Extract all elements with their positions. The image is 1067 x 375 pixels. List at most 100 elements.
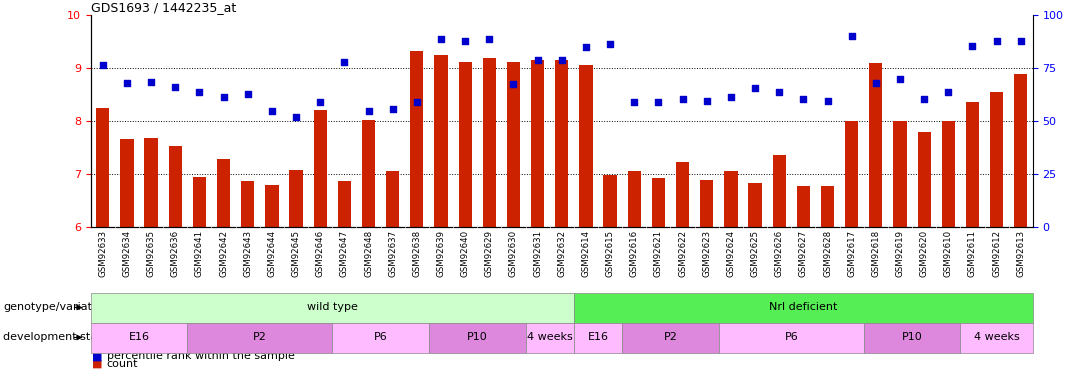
Bar: [482, 58, 496, 227]
Text: P10: P10: [902, 333, 923, 342]
Text: GSM92620: GSM92620: [920, 230, 928, 277]
Bar: [675, 162, 689, 227]
Point: [384, 106, 401, 112]
Point: [481, 36, 498, 42]
Point: [553, 57, 570, 63]
Text: GSM92637: GSM92637: [388, 230, 397, 277]
Bar: [918, 132, 930, 227]
Text: GSM92621: GSM92621: [654, 230, 663, 277]
Point: [191, 89, 208, 95]
Point: [698, 98, 715, 104]
Text: GSM92617: GSM92617: [847, 230, 856, 277]
Bar: [96, 108, 110, 227]
Bar: [217, 159, 230, 227]
Point: [722, 94, 739, 100]
Bar: [845, 121, 858, 227]
Text: GSM92625: GSM92625: [750, 230, 760, 277]
Text: GSM92618: GSM92618: [872, 230, 880, 277]
Point: [988, 39, 1005, 45]
Text: GSM92644: GSM92644: [268, 230, 276, 277]
Bar: [773, 155, 785, 227]
Text: GSM92612: GSM92612: [992, 230, 1001, 277]
Text: P6: P6: [784, 333, 798, 342]
Text: GSM92623: GSM92623: [702, 230, 712, 277]
Text: GSM92643: GSM92643: [243, 230, 252, 277]
Bar: [700, 180, 714, 227]
Text: GSM92640: GSM92640: [461, 230, 469, 277]
Point: [529, 57, 546, 63]
Text: GSM92647: GSM92647: [340, 230, 349, 277]
Point: [409, 99, 426, 105]
Bar: [893, 121, 907, 227]
Text: percentile rank within the sample: percentile rank within the sample: [107, 351, 294, 361]
Point: [674, 96, 691, 102]
Bar: [362, 120, 376, 227]
Point: [819, 98, 837, 104]
Point: [312, 99, 329, 105]
Text: Nrl deficient: Nrl deficient: [769, 303, 838, 312]
Bar: [241, 181, 254, 227]
Text: E16: E16: [128, 333, 149, 342]
Text: GSM92631: GSM92631: [534, 230, 542, 277]
Bar: [266, 184, 278, 227]
Bar: [410, 51, 424, 227]
Point: [94, 62, 111, 68]
Bar: [748, 183, 762, 227]
Text: GSM92632: GSM92632: [557, 230, 567, 277]
Text: GSM92611: GSM92611: [968, 230, 977, 277]
Bar: [314, 110, 327, 227]
Point: [625, 99, 642, 105]
Point: [264, 108, 281, 114]
Bar: [531, 60, 544, 227]
Point: [360, 108, 377, 114]
Text: GSM92628: GSM92628: [823, 230, 832, 277]
Bar: [1014, 74, 1028, 227]
Text: ■: ■: [92, 351, 102, 361]
Bar: [652, 178, 665, 227]
Point: [1013, 39, 1030, 45]
Text: GSM92633: GSM92633: [98, 230, 108, 277]
Text: P6: P6: [373, 333, 387, 342]
Bar: [338, 181, 351, 227]
Bar: [797, 186, 810, 227]
Text: GSM92627: GSM92627: [799, 230, 808, 277]
Text: GSM92634: GSM92634: [123, 230, 131, 277]
Point: [505, 81, 522, 87]
Bar: [169, 146, 181, 227]
Bar: [459, 62, 472, 227]
Point: [650, 99, 667, 105]
Point: [602, 41, 619, 47]
Text: GSM92636: GSM92636: [171, 230, 179, 277]
Bar: [627, 171, 641, 227]
Bar: [990, 92, 1003, 227]
Bar: [121, 140, 133, 227]
Point: [577, 44, 594, 50]
Bar: [434, 55, 448, 227]
Bar: [821, 186, 834, 227]
Text: GSM92624: GSM92624: [727, 230, 735, 277]
Text: GSM92626: GSM92626: [775, 230, 783, 277]
Point: [964, 43, 981, 49]
Bar: [724, 171, 737, 227]
Text: P10: P10: [467, 333, 488, 342]
Text: P2: P2: [664, 333, 678, 342]
Text: GSM92642: GSM92642: [219, 230, 228, 277]
Text: GSM92638: GSM92638: [412, 230, 421, 277]
Point: [747, 85, 764, 91]
Bar: [870, 63, 882, 227]
Text: GSM92646: GSM92646: [316, 230, 324, 277]
Bar: [942, 121, 955, 227]
Text: GSM92648: GSM92648: [364, 230, 373, 277]
Text: GSM92630: GSM92630: [509, 230, 517, 277]
Text: GSM92639: GSM92639: [436, 230, 446, 277]
Text: GDS1693 / 1442235_at: GDS1693 / 1442235_at: [91, 1, 236, 14]
Bar: [966, 102, 980, 227]
Text: genotype/variation: genotype/variation: [3, 303, 109, 312]
Point: [432, 36, 449, 42]
Text: GSM92641: GSM92641: [195, 230, 204, 277]
Text: GSM92635: GSM92635: [146, 230, 156, 277]
Text: 4 weeks: 4 weeks: [974, 333, 1019, 342]
Text: GSM92616: GSM92616: [630, 230, 639, 277]
Point: [891, 75, 908, 81]
Point: [143, 79, 160, 85]
